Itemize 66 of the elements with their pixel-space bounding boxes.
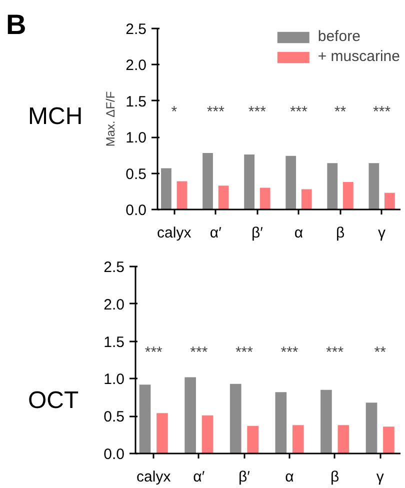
x-tick-label: calyx (157, 224, 192, 242)
bar (366, 402, 378, 454)
y-tick-label: 1.5 (126, 93, 147, 110)
y-tick-label: 2.5 (126, 21, 147, 38)
annotation: *** (248, 103, 266, 120)
y-tick-label: 0.0 (126, 202, 147, 219)
y-tick-label: 2.5 (104, 259, 125, 276)
bar (247, 426, 258, 454)
annotation: *** (144, 344, 163, 362)
bar (184, 377, 196, 454)
bar (338, 425, 350, 454)
annotation: ** (334, 103, 346, 120)
bar (383, 426, 394, 454)
y-tick-label: 2.0 (126, 57, 147, 74)
bar (176, 181, 188, 210)
x-tick-label: β (336, 224, 345, 242)
annotation: ** (374, 344, 386, 362)
x-tick-label: β′ (251, 224, 264, 242)
x-tick-label: α (285, 468, 294, 486)
x-tick-label: α (294, 224, 304, 242)
y-tick-label: 1.5 (104, 334, 125, 351)
annotation: *** (373, 103, 391, 120)
bar (301, 189, 312, 210)
bar (161, 168, 172, 210)
bar (260, 188, 270, 210)
x-tick-label: β (330, 468, 340, 486)
bar (292, 425, 304, 454)
bar (202, 415, 214, 454)
bar (384, 192, 395, 210)
x-tick-label: γ (378, 224, 386, 242)
y-axis-title: Max. ΔF/F (104, 91, 118, 147)
text: OCT (28, 386, 79, 416)
annotation: *** (326, 344, 344, 362)
bar (342, 182, 354, 210)
y-tick-label: 2.0 (104, 296, 125, 314)
annotation: *** (190, 344, 208, 362)
annotation: *** (290, 103, 308, 120)
y-tick-label: 0.5 (104, 408, 125, 426)
x-tick-label: α′ (210, 224, 222, 242)
annotation: *** (280, 344, 298, 362)
bar (218, 186, 229, 210)
bar (156, 413, 168, 454)
annotation: * (171, 103, 178, 120)
legend-label: before (318, 28, 360, 45)
x-tick-label: β′ (238, 468, 250, 486)
y-tick-label: 0.0 (104, 446, 125, 463)
text: MCH (28, 102, 83, 132)
bar (230, 384, 242, 454)
x-tick-label: γ (376, 468, 384, 486)
x-tick-label: α′ (193, 468, 205, 486)
bar (327, 163, 338, 210)
bar (139, 384, 151, 454)
x-tick-label: calyx (136, 468, 172, 486)
legend-label: + muscarine (318, 48, 400, 65)
bar (286, 156, 296, 210)
text: B (6, 8, 26, 42)
y-tick-label: 1.0 (104, 371, 125, 388)
bar (368, 163, 380, 210)
bar (275, 392, 287, 454)
annotation: *** (206, 103, 225, 120)
bar (202, 153, 213, 210)
bar (244, 154, 254, 210)
y-tick-label: 1.0 (126, 130, 147, 147)
y-tick-label: 0.5 (126, 166, 147, 183)
bar (320, 390, 332, 454)
annotation: *** (235, 344, 254, 362)
